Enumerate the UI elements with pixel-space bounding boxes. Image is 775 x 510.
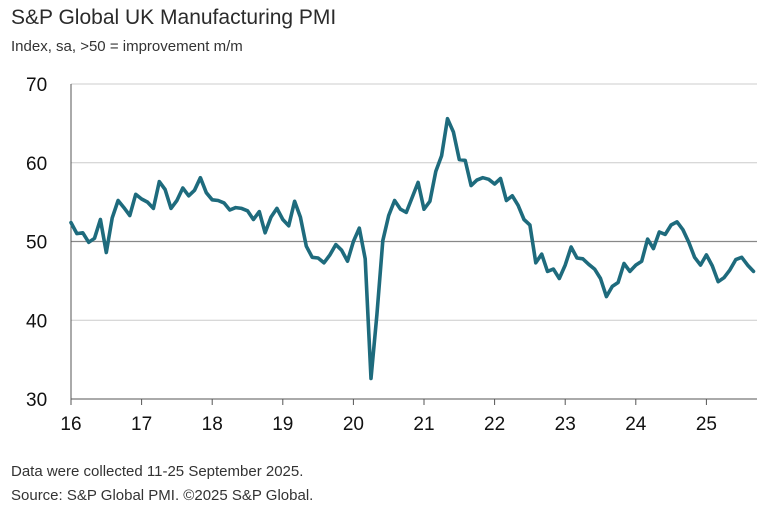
x-tick-label: 16 bbox=[60, 414, 81, 435]
x-tick-label: 25 bbox=[696, 414, 717, 435]
x-tick-label: 18 bbox=[202, 414, 223, 435]
y-tick-label: 70 bbox=[26, 75, 47, 96]
y-tick-label: 30 bbox=[26, 390, 47, 411]
x-tick-label: 24 bbox=[625, 414, 647, 435]
x-tick-label: 17 bbox=[131, 414, 152, 435]
x-tick-label: 21 bbox=[413, 414, 434, 435]
y-tick-label: 50 bbox=[26, 233, 47, 254]
pmi-series-line bbox=[69, 116, 756, 381]
chart-subtitle: Index, sa, >50 = improvement m/m bbox=[11, 38, 243, 55]
y-tick-label: 40 bbox=[26, 311, 47, 332]
x-tick-label: 22 bbox=[484, 414, 505, 435]
x-tick-label: 19 bbox=[272, 414, 293, 435]
x-tick-label: 20 bbox=[343, 414, 364, 435]
chart-notes: Data were collected 11-25 September 2025… bbox=[11, 460, 313, 508]
y-tick-label: 60 bbox=[26, 154, 47, 175]
x-tick-label: 23 bbox=[555, 414, 576, 435]
collection-note: Data were collected 11-25 September 2025… bbox=[11, 463, 304, 480]
chart-title: S&P Global UK Manufacturing PMI bbox=[11, 6, 337, 29]
source-note: Source: S&P Global PMI. ©2025 S&P Global… bbox=[11, 487, 314, 504]
